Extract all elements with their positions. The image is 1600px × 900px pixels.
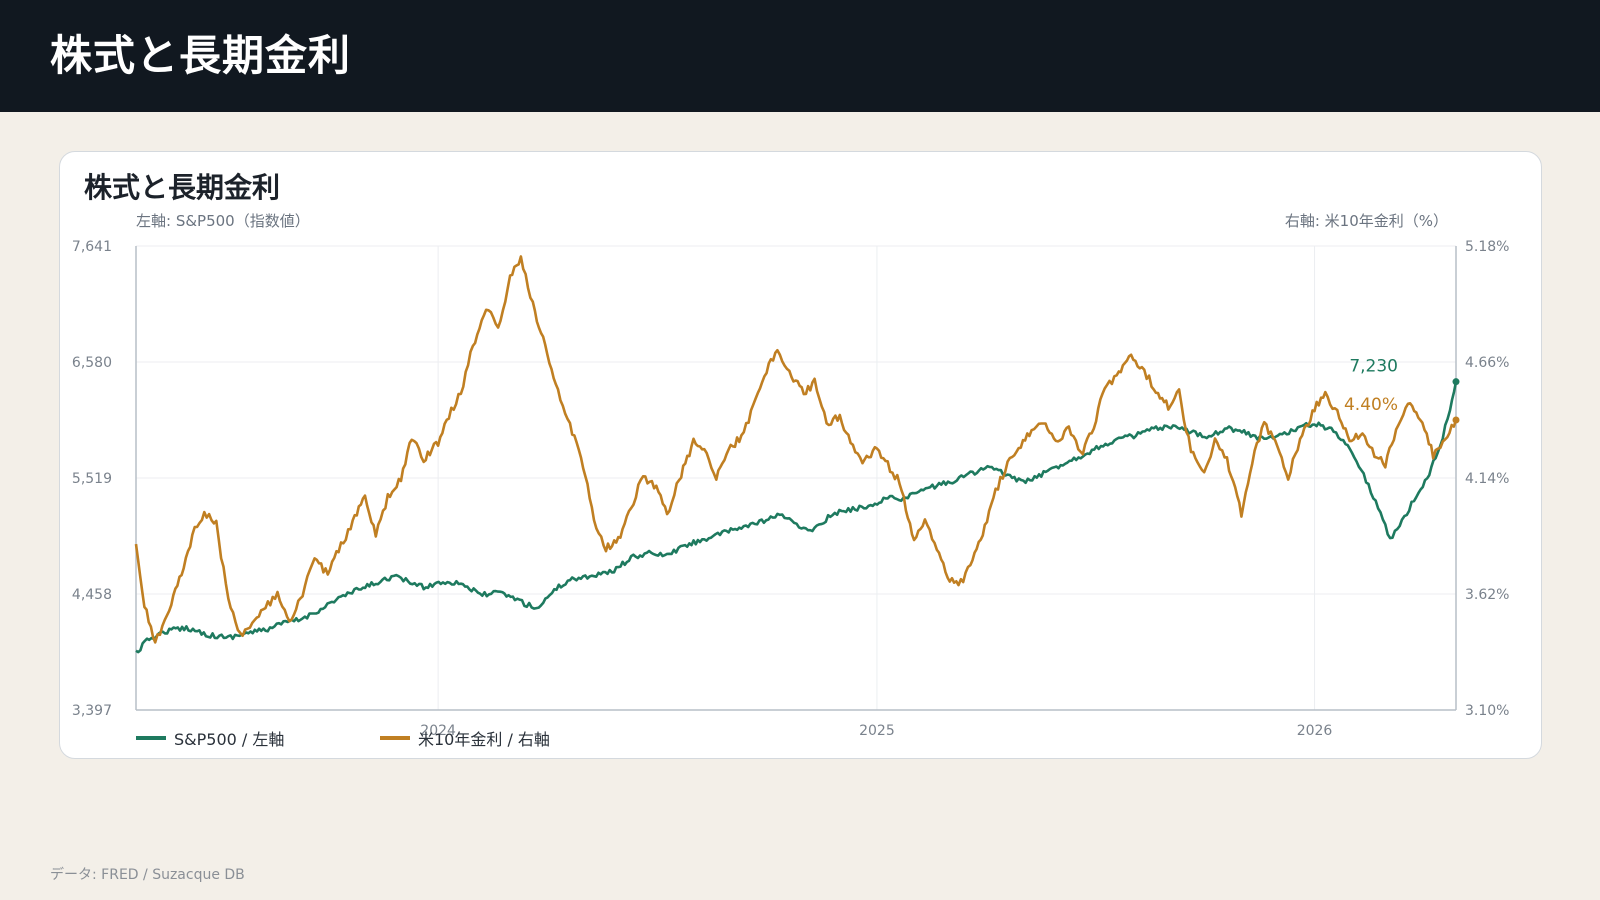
- series-line-rate: [134, 255, 1458, 644]
- legend-swatch-rate: [380, 736, 410, 740]
- data-source-note: データ: FRED / Suzacque DB: [50, 867, 245, 883]
- legend-item-rate: 米10年金利 / 右軸: [380, 726, 550, 750]
- legend-swatch-sp500: [136, 736, 166, 740]
- x-tick-label: 2026: [1297, 723, 1333, 739]
- y-right-tick-label: 4.14%: [1465, 471, 1509, 487]
- legend-label-rate: 米10年金利 / 右軸: [418, 730, 550, 749]
- left-axis-title: 左軸: S&P500（指数値）: [136, 212, 310, 230]
- y-right-tick-label: 3.10%: [1465, 703, 1509, 719]
- right-axis-title: 右軸: 米10年金利（%）: [1284, 212, 1448, 230]
- end-value-label-sp500: 7,230: [1349, 357, 1398, 377]
- x-tick-label: 2025: [859, 723, 895, 739]
- series-line-sp500: [135, 381, 1458, 654]
- y-left-tick-label: 6,580: [72, 355, 112, 371]
- x-tick-label: 2024: [420, 723, 456, 739]
- y-left-tick-label: 3,397: [72, 703, 112, 719]
- end-point-sp500: [1452, 378, 1460, 386]
- legend-label-sp500: S&P500 / 左軸: [174, 730, 285, 749]
- end-value-label-rate: 4.40%: [1344, 395, 1398, 415]
- page-header: 株式と長期金利: [0, 0, 1600, 112]
- y-left-tick-label: 5,519: [72, 471, 112, 487]
- y-right-tick-label: 4.66%: [1465, 355, 1509, 371]
- y-right-tick-label: 5.18%: [1465, 239, 1509, 255]
- chart-title: 株式と長期金利: [84, 171, 281, 204]
- y-right-tick-label: 3.62%: [1465, 587, 1509, 603]
- y-left-tick-label: 7,641: [72, 239, 112, 255]
- y-left-tick-label: 4,458: [72, 587, 112, 603]
- page-title: 株式と長期金利: [50, 31, 352, 80]
- end-point-rate: [1452, 416, 1460, 424]
- legend-item-sp500: S&P500 / 左軸: [136, 726, 284, 750]
